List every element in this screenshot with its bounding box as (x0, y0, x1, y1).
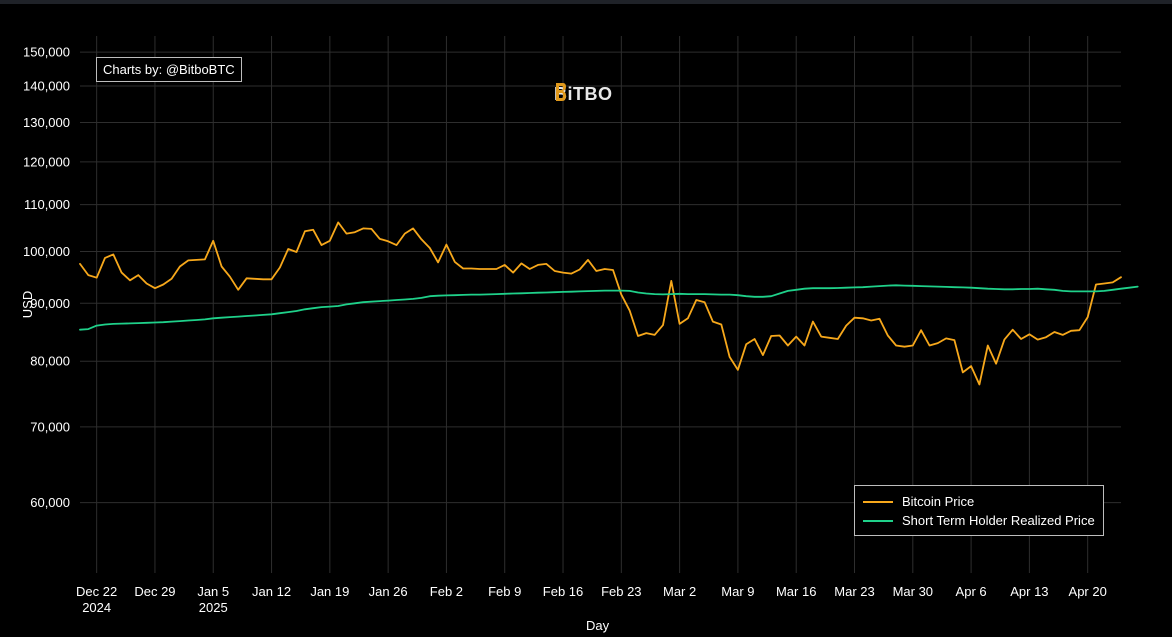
x-tick-year-label: 2025 (199, 600, 228, 615)
x-tick-label: Jan 26 (369, 584, 408, 599)
series-lines (79, 221, 1139, 386)
y-tick-label: 120,000 (23, 154, 70, 169)
x-tick-label: Mar 2 (663, 584, 696, 599)
y-tick-label: 130,000 (23, 115, 70, 130)
x-tick-label: Mar 9 (721, 584, 754, 599)
chart-svg: 60,000 70,000 80,000 90,000 100,000 110,000 12… (23, 36, 1139, 615)
credit-label: Charts by: @BitboBTC (96, 57, 242, 82)
x-tick-label: Jan 12 (252, 584, 291, 599)
x-tick-label: Mar 16 (776, 584, 816, 599)
x-tick-label: Apr 13 (1010, 584, 1048, 599)
bitcoin-price-line (79, 221, 1122, 386)
x-tick-label: Feb 2 (430, 584, 463, 599)
x-tick-year-label: 2024 (82, 600, 111, 615)
y-tick-label: 150,000 (23, 45, 70, 60)
legend-swatch-sth-realized-price (863, 519, 893, 522)
legend-item-bitcoin-price[interactable]: Bitcoin Price (863, 492, 1095, 511)
y-tick-label: 110,000 (24, 197, 70, 212)
x-tick-label: Feb 9 (488, 584, 521, 599)
y-tick-label: 80,000 (30, 354, 70, 369)
y-axis-title: USD (20, 290, 36, 319)
legend-swatch-bitcoin-price (863, 500, 893, 503)
x-tick-label: Jan 19 (310, 584, 349, 599)
bitbo-logo-text: BiTBO (554, 83, 613, 104)
bitbo-logo: BiTBO (554, 82, 613, 106)
x-tick-label: Feb 16 (543, 584, 583, 599)
x-axis-title: Day (586, 618, 610, 633)
y-tick-label: 100,000 (23, 244, 70, 259)
x-tick-label: Jan 5 (197, 584, 229, 599)
x-tick-label: Dec 29 (134, 584, 175, 599)
x-tick-label: Apr 6 (956, 584, 987, 599)
legend-label: Short Term Holder Realized Price (902, 513, 1095, 528)
legend-item-sth-realized-price[interactable]: Short Term Holder Realized Price (863, 511, 1095, 530)
y-tick-label: 70,000 (30, 419, 70, 434)
x-tick-label: Feb 23 (601, 584, 641, 599)
legend-label: Bitcoin Price (902, 494, 975, 509)
x-tick-label: Mar 23 (834, 584, 874, 599)
x-tick-label: Apr 20 (1069, 584, 1107, 599)
y-tick-label: 60,000 (30, 495, 70, 510)
grid-lines (80, 36, 1121, 573)
x-tick-label: Mar 30 (893, 584, 933, 599)
sth-realized-price-line (79, 284, 1139, 331)
x-tick-label: Dec 22 (76, 584, 117, 599)
y-tick-label: 90,000 (30, 296, 70, 311)
legend: Bitcoin Price Short Term Holder Realized… (854, 485, 1104, 536)
y-axis-ticks: 60,000 70,000 80,000 90,000 100,000 110,000 12… (23, 45, 70, 511)
bitbo-logo-icon (556, 83, 566, 101)
y-tick-label: 140,000 (23, 79, 70, 94)
